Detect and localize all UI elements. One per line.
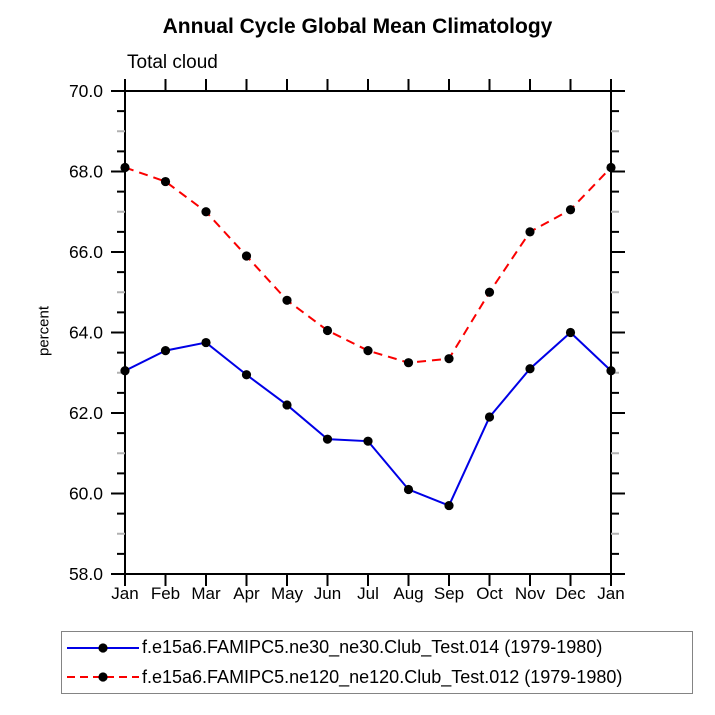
- x-tick-label: May: [271, 584, 304, 603]
- data-point-marker-1: [120, 162, 130, 173]
- x-tick-label: Jul: [357, 584, 379, 603]
- data-point-marker-0: [160, 346, 171, 356]
- data-point-marker-1: [484, 287, 495, 297]
- y-tick-label: 58.0: [69, 564, 103, 584]
- data-point-marker-1: [160, 176, 171, 187]
- x-tick-label: Feb: [151, 584, 180, 603]
- chart-title: Annual Cycle Global Mean Climatology: [162, 15, 553, 38]
- data-point-marker-0: [484, 412, 495, 422]
- data-point-marker-0: [363, 436, 373, 446]
- legend-marker-dot-icon: [98, 672, 108, 682]
- x-tick-label: Mar: [191, 584, 221, 603]
- series-line-0: [124, 331, 612, 507]
- chart-subtitle: Total cloud: [127, 52, 218, 73]
- data-point-marker-0: [565, 327, 576, 338]
- data-point-marker-0: [525, 364, 535, 374]
- x-tick-label: Nov: [515, 584, 546, 603]
- x-tick-label: Jan: [597, 584, 624, 603]
- y-tick-label: 70.0: [69, 81, 103, 101]
- legend-line-sample-dashed: [67, 672, 139, 682]
- data-point-marker-1: [322, 325, 333, 336]
- legend-label: f.e15a6.FAMIPC5.ne30_ne30.Club_Test.014 …: [142, 637, 603, 658]
- data-point-marker-0: [322, 434, 333, 444]
- y-tick-label: 62.0: [69, 403, 103, 423]
- data-point-marker-1: [282, 295, 292, 305]
- data-point-marker-1: [201, 207, 211, 217]
- x-tick-label: Aug: [393, 584, 423, 603]
- data-point-marker-1: [606, 162, 616, 173]
- data-point-marker-0: [120, 366, 130, 376]
- data-point-marker-0: [282, 400, 292, 410]
- data-point-marker-1: [525, 227, 535, 237]
- data-point-marker-1: [403, 358, 414, 368]
- x-tick-label: Jun: [314, 584, 341, 603]
- plot-frame: [124, 90, 612, 575]
- x-tick-label: Apr: [233, 584, 260, 603]
- legend-label: f.e15a6.FAMIPC5.ne120_ne120.Club_Test.01…: [142, 666, 623, 687]
- data-point-marker-0: [444, 500, 454, 511]
- data-point-marker-0: [201, 337, 211, 348]
- x-tick-label: Oct: [476, 584, 503, 603]
- legend-marker-dot-icon: [98, 643, 108, 653]
- data-point-marker-1: [444, 354, 454, 364]
- data-point-marker-1: [241, 251, 252, 261]
- x-tick-label: Jan: [111, 584, 138, 603]
- data-point-marker-0: [241, 370, 252, 380]
- data-point-marker-1: [565, 205, 576, 215]
- data-point-marker-1: [363, 346, 373, 356]
- legend-entry-0: f.e15a6.FAMIPC5.ne30_ne30.Club_Test.014 …: [65, 634, 692, 662]
- y-tick-label: 60.0: [69, 484, 103, 504]
- y-tick-label: 68.0: [69, 162, 103, 182]
- x-tick-label: Dec: [555, 584, 586, 603]
- legend-box: f.e15a6.FAMIPC5.ne30_ne30.Club_Test.014 …: [61, 631, 693, 694]
- y-tick-label: 66.0: [69, 242, 103, 262]
- series-line-1: [124, 166, 612, 364]
- x-tick-label: Sep: [434, 584, 464, 603]
- legend-line-sample-solid: [67, 643, 139, 653]
- data-point-marker-0: [606, 366, 616, 376]
- data-point-marker-0: [403, 484, 414, 495]
- legend-entry-1: f.e15a6.FAMIPC5.ne120_ne120.Club_Test.01…: [65, 663, 692, 691]
- y-tick-label: 64.0: [69, 323, 103, 343]
